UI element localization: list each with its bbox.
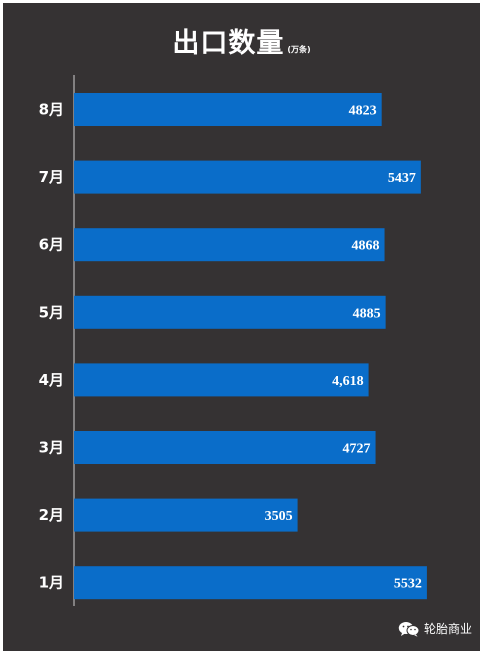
category-label: 6月 [39, 236, 64, 254]
bar [74, 431, 376, 464]
chart-title-block: 出口数量 (万条) [3, 21, 480, 60]
chart-unit: (万条) [287, 45, 311, 54]
watermark: 轮胎商业 [398, 620, 472, 637]
value-label: 4885 [353, 306, 381, 321]
bar-chart: 8月 4823 7月 5437 6月 4868 5月 4885 4月 4,618 3月 4727 2月 3… [39, 75, 427, 606]
value-label: 5532 [394, 577, 422, 592]
bar [74, 93, 382, 126]
category-label: 4月 [39, 371, 64, 389]
bar [74, 566, 427, 600]
bar [74, 498, 298, 532]
category-label: 1月 [39, 574, 64, 592]
bar [74, 160, 421, 194]
category-label: 2月 [39, 506, 64, 524]
value-label: 4,618 [332, 374, 364, 389]
value-label: 3505 [265, 509, 293, 524]
chart-panel: 出口数量 (万条) 8月 4823 7月 5437 6月 4868 5月 4885 4月 4,618… [3, 3, 480, 651]
value-label: 4823 [349, 104, 377, 119]
category-label: 7月 [39, 168, 64, 186]
wechat-icon [398, 621, 420, 637]
value-label: 4868 [352, 239, 380, 254]
value-label: 5437 [388, 171, 416, 186]
bar [74, 228, 385, 262]
chart-title: 出口数量 [172, 28, 285, 59]
watermark-text: 轮胎商业 [423, 622, 472, 636]
category-label: 5月 [39, 303, 64, 321]
category-label: 8月 [39, 101, 64, 119]
bar [74, 363, 369, 397]
category-label: 3月 [39, 439, 64, 457]
bar [74, 295, 386, 329]
value-label: 4727 [343, 442, 371, 457]
